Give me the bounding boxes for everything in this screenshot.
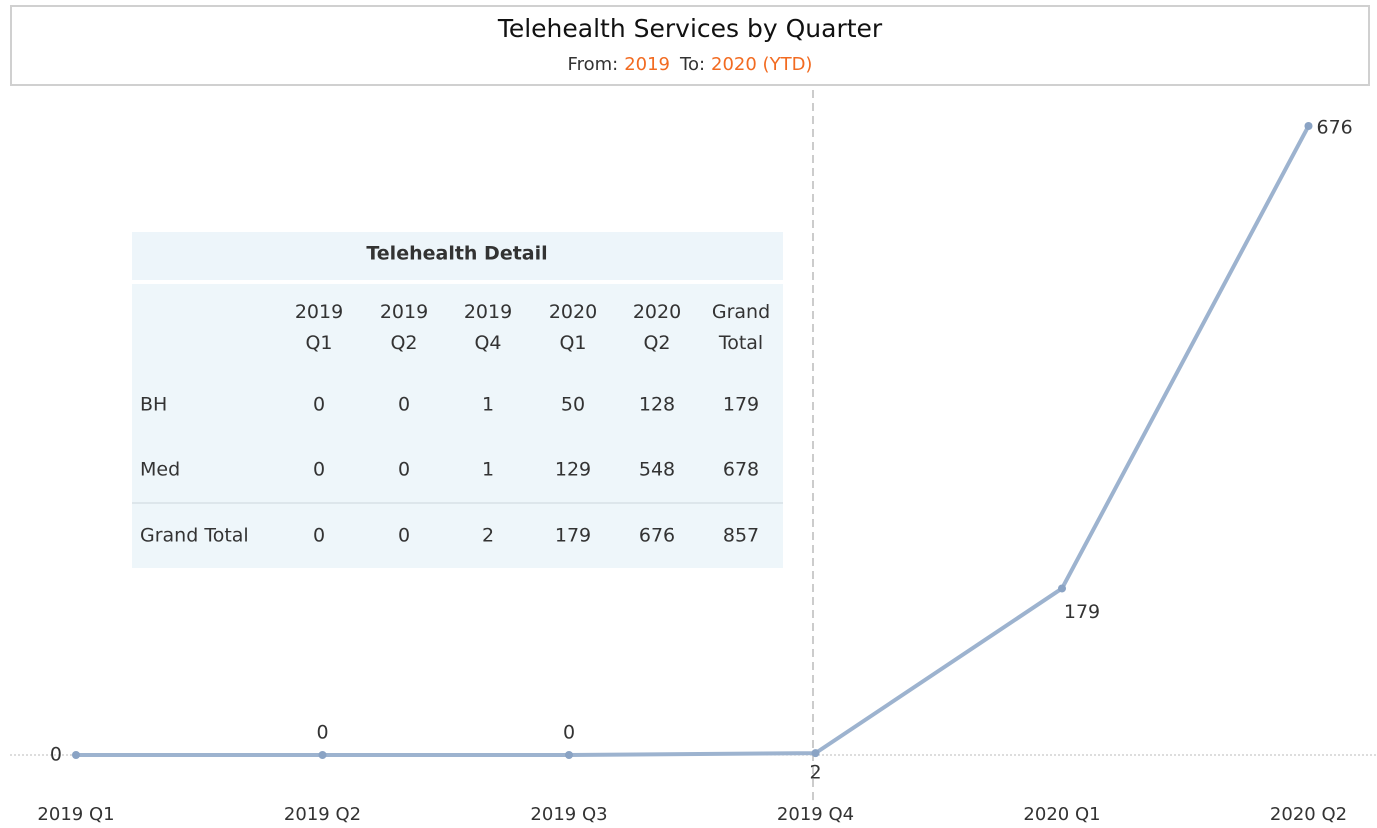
subtitle: From: 2019 To: 2020 (YTD) <box>568 54 813 75</box>
x-tick-label: 2019 Q4 <box>777 804 854 825</box>
header-line: Q4 <box>474 332 501 354</box>
x-tick-label: 2020 Q1 <box>1023 804 1100 825</box>
table-cell: 0 <box>398 394 410 416</box>
data-label: 179 <box>1064 601 1100 623</box>
point <box>565 751 573 759</box>
header-line: Q1 <box>305 332 332 354</box>
header-line: 2019 <box>464 301 512 323</box>
point <box>811 749 820 758</box>
data-label: 0 <box>316 722 328 744</box>
header-line: 2020 <box>549 301 597 323</box>
subtitle-part: From: <box>568 54 619 75</box>
table-column-header: 2019 Q2 <box>380 301 428 354</box>
table-column-header: 2020 Q2 <box>633 301 681 354</box>
table-cell: 0 <box>398 459 410 481</box>
point <box>318 751 327 759</box>
table-cell: 0 <box>313 525 325 547</box>
data-label: 676 <box>1317 117 1353 139</box>
header-line: 2020 <box>633 301 681 323</box>
table-row-label: Grand Total <box>140 525 249 547</box>
table-title: Telehealth Detail <box>366 243 547 265</box>
table-column-header: 2019 Q4 <box>464 301 512 354</box>
table-cell: 1 <box>482 459 494 481</box>
header-line: Q2 <box>390 332 417 354</box>
table-cell: 678 <box>723 459 759 481</box>
header-line: Q2 <box>643 332 670 354</box>
table-cell: 548 <box>639 459 675 481</box>
x-tick-label: 2019 Q1 <box>37 804 114 825</box>
x-tick-label: 2019 Q2 <box>284 804 361 825</box>
header-line: Total <box>718 332 763 354</box>
x-tick-label: 2019 Q3 <box>530 804 607 825</box>
table-row-label: Med <box>140 459 180 481</box>
table-cell: 0 <box>313 394 325 416</box>
chart-title: Telehealth Services by Quarter <box>497 14 883 43</box>
data-label: 0 <box>563 722 575 744</box>
table-cell: 128 <box>639 394 675 416</box>
header-line: Grand <box>712 301 770 323</box>
point <box>72 751 80 759</box>
table-cell: 857 <box>723 525 759 547</box>
point <box>1058 584 1066 593</box>
subtitle-part: 2020 (YTD) <box>711 54 812 75</box>
table-cell: 1 <box>482 394 494 416</box>
header-line: 2019 <box>295 301 343 323</box>
table-bg <box>132 284 783 568</box>
table-cell: 0 <box>313 459 325 481</box>
table-column-header: 2019 Q1 <box>295 301 343 354</box>
subtitle-part: 2019 <box>624 54 670 75</box>
header-line: 2019 <box>380 301 428 323</box>
table-column-header: Grand Total <box>712 301 770 354</box>
data-label: 0 <box>50 744 62 766</box>
table-cell: 50 <box>561 394 585 416</box>
line <box>76 125 1311 757</box>
subtitle-part: To: <box>679 54 705 75</box>
x-tick-label: 2020 Q2 <box>1270 804 1347 825</box>
table-column-header: 2020 Q1 <box>549 301 597 354</box>
table-cell: 0 <box>398 525 410 547</box>
table-cell: 676 <box>639 525 675 547</box>
table-cell: 2 <box>482 525 494 547</box>
title-box <box>10 5 1370 86</box>
table-cell: 129 <box>555 459 591 481</box>
point <box>1304 122 1313 130</box>
table-row-label: BH <box>140 394 167 416</box>
header-line: Q1 <box>559 332 586 354</box>
table-title-bg <box>132 232 783 280</box>
data-label: 2 <box>809 762 821 784</box>
table-cell: 179 <box>555 525 591 547</box>
table-cell: 179 <box>723 394 759 416</box>
